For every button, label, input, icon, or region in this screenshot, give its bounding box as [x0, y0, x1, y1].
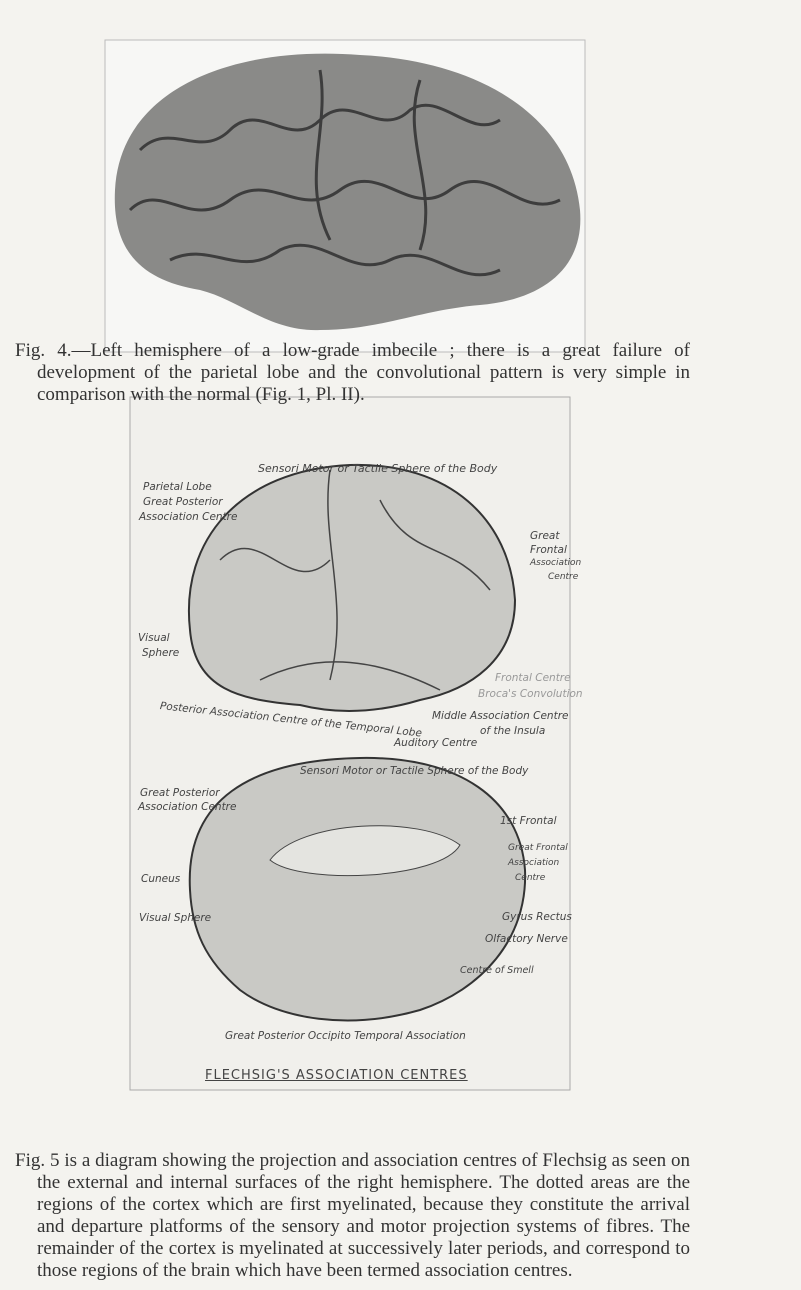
label: Sphere [142, 647, 180, 659]
label: Great Posterior [143, 496, 223, 508]
lateral-brain [187, 463, 517, 713]
medial-brain [188, 756, 527, 1022]
label: Great Frontal [508, 843, 568, 853]
label: Gyrus Rectus [502, 911, 572, 923]
label: Cuneus [141, 873, 181, 885]
diagram-title: FLECHSIG'S ASSOCIATION CENTRES [205, 1068, 468, 1083]
body-paragraph: Fig. 5 is a diagram showing the projecti… [15, 1150, 690, 1281]
label: Great [530, 530, 560, 542]
label: Visual [138, 632, 170, 644]
label: Frontal [530, 544, 567, 556]
label: Centre of Smell [460, 965, 534, 976]
label: Auditory Centre [394, 737, 478, 749]
gyri [128, 69, 561, 277]
label: Great Posterior Occipito Temporal Associ… [225, 1030, 466, 1042]
label: Broca's Convolution [478, 688, 583, 700]
label: Centre [548, 572, 579, 582]
label: of the Insula [480, 725, 546, 737]
label: Frontal Centre [495, 672, 571, 684]
label: Olfactory Nerve [485, 933, 568, 945]
corpus-callosum [269, 825, 461, 877]
label: Sensori Motor or Tactile Sphere of the B… [258, 462, 498, 475]
label: Association Centre [138, 801, 237, 813]
label: Association [508, 858, 560, 868]
fig4-caption: Fig. 4.—Left hemisphere of a low-grade i… [15, 340, 690, 405]
label: 1st Frontal [500, 815, 557, 827]
label: Centre [515, 873, 546, 883]
label: Parietal Lobe [143, 481, 212, 493]
lateral-sulci [219, 469, 491, 691]
label: Association [530, 558, 582, 568]
label: Middle Association Centre [432, 710, 569, 722]
label: Sensori Motor or Tactile Sphere of the B… [300, 765, 529, 777]
label: Association Centre [139, 511, 238, 523]
label: Visual Sphere [139, 912, 212, 924]
label: Great Posterior [140, 787, 220, 799]
